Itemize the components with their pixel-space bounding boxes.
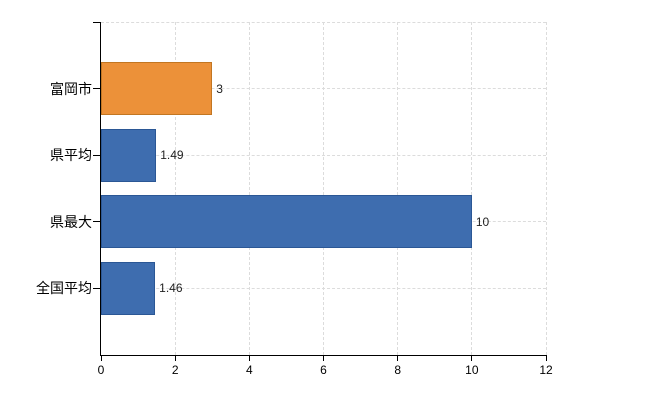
bar-value-label: 1.46: [159, 281, 183, 296]
y-axis-tick: [93, 287, 100, 289]
x-axis-tick-label: 0: [97, 363, 105, 377]
y-axis-category-label: 全国平均: [36, 280, 92, 297]
x-axis-tick-label: 8: [394, 363, 401, 377]
x-axis-tick: [397, 355, 399, 361]
x-axis-tick: [323, 355, 324, 361]
bar-全国平均: [101, 261, 156, 315]
x-axis-tick-label: 2: [171, 363, 179, 377]
x-axis-tick: [471, 355, 473, 361]
bar-県平均: [101, 128, 157, 182]
vertical-gridline: [397, 22, 399, 355]
y-axis-tick: [93, 88, 100, 90]
y-axis-category-label: 県平均: [50, 147, 92, 164]
vertical-gridline: [248, 22, 250, 355]
vertical-gridline: [174, 22, 176, 355]
bar-value-label: 10: [475, 214, 490, 229]
x-axis-tick: [248, 355, 250, 361]
bar-県最大: [101, 195, 472, 249]
y-axis-tick: [93, 221, 100, 223]
vertical-gridline: [545, 22, 547, 355]
x-axis-tick-label: 10: [465, 363, 479, 377]
vertical-gridline: [323, 22, 324, 355]
bar-value-label: 3: [216, 81, 223, 96]
y-axis-tick: [93, 154, 100, 156]
vertical-gridline: [471, 22, 473, 355]
y-axis-category-label: 県最大: [50, 213, 92, 230]
y-axis-end-tick: [93, 21, 100, 23]
bar-富岡市: [101, 62, 213, 116]
plot-area: 3 富岡市 1.49 県平均 10 県最大 1.46 全国平均 0 2 4 6 8 10 12: [36, 21, 553, 376]
x-axis-tick: [545, 355, 547, 361]
x-axis-tick: [100, 355, 102, 361]
x-axis-tick: [174, 355, 176, 361]
bar-value-label: 1.49: [160, 148, 184, 163]
y-axis-category-label: 富岡市: [50, 80, 92, 97]
x-axis-tick-label: 12: [539, 363, 553, 377]
x-axis-tick-label: 4: [245, 363, 253, 377]
x-axis-tick-label: 6: [320, 363, 327, 377]
